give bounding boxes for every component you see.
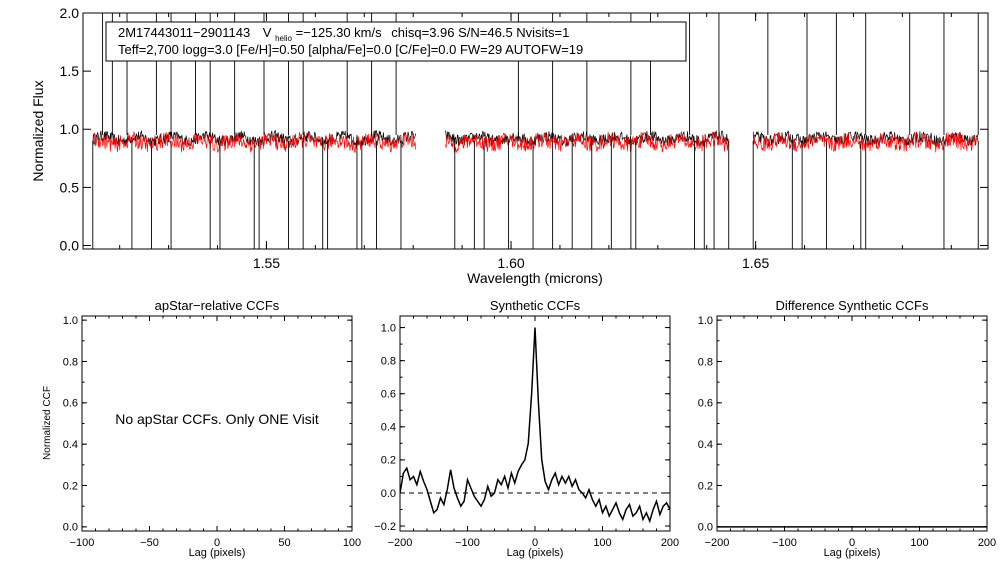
synthetic-ccf-title: Synthetic CCFs [490, 298, 581, 313]
y-tick-label: 1.0 [698, 315, 713, 327]
x-tick-label: 100 [910, 537, 928, 549]
y-tick-label: 0.5 [60, 179, 80, 195]
apstar-ccf-message: No apStar CCFs. Only ONE Visit [115, 411, 319, 427]
spectrum-panel: 1.55 1.60 1.65 0.0 0.5 1.0 1.5 2.0 Wavelength (… [30, 5, 989, 286]
y-tick-label: 0.0 [63, 522, 78, 534]
y-tick-label: 1.5 [60, 63, 80, 79]
difference-ccf-panel: Difference Synthetic CCFs −200 −100 0 100 20… [698, 298, 996, 559]
y-tick-label: 1.0 [381, 322, 396, 334]
star-id: 2M17443011−2901143 [118, 25, 250, 40]
y-tick-label: 1.0 [60, 121, 80, 137]
apstar-ccf-panel: apStar−relative CCFs −100 −50 0 50 100 0.0 0.2… [42, 298, 361, 559]
synthetic-ccf-panel: Synthetic CCFs −200 −100 0 100 200 −0.2 0.0 0.2… [374, 298, 679, 559]
x-tick-label: −200 [705, 537, 730, 549]
y-tick-label: 0.6 [698, 398, 713, 410]
x-tick-label: 200 [978, 537, 996, 549]
y-tick-label: 0.8 [698, 356, 713, 368]
apstar-ccf-xlabel: Lag (pixels) [189, 547, 246, 559]
y-tick-label: 0.2 [381, 455, 396, 467]
y-tick-label: 0.8 [63, 356, 78, 368]
x-tick-label: −50 [140, 537, 159, 549]
y-tick-label: 0.0 [60, 237, 80, 253]
x-tick-label: 50 [278, 537, 290, 549]
apstar-ccf-title: apStar−relative CCFs [155, 298, 280, 313]
annotation-line1: 2M17443011−2901143 V helio =−125.30 km/s… [118, 25, 569, 44]
spectrum-plot-frame [82, 12, 989, 250]
apstar-ccf-ylabel: Normalized CCF [42, 386, 53, 460]
x-tick-label: 100 [343, 537, 361, 549]
x-tick-label: −200 [388, 537, 413, 549]
y-tick-label: 0.4 [63, 439, 78, 451]
synthetic-ccf-line [400, 327, 670, 524]
x-tick-label: 1.60 [497, 255, 524, 271]
difference-ccf-title: Difference Synthetic CCFs [776, 298, 929, 313]
vhelio-subscript: helio [275, 34, 292, 43]
difference-ccf-xlabel: Lag (pixels) [824, 547, 881, 559]
x-tick-label: −100 [455, 537, 480, 549]
y-tick-label: 0.0 [698, 522, 713, 534]
y-tick-label: 0.4 [698, 439, 713, 451]
y-tick-label: 0.4 [381, 422, 396, 434]
x-tick-label: 100 [593, 537, 611, 549]
x-tick-label: −100 [70, 537, 95, 549]
spectrum-ylabel: Normalized Flux [30, 80, 46, 181]
fit-stats: chisq=3.96 S/N=46.5 Nvisits=1 [391, 25, 569, 40]
annotation-line2: Teff=2,700 logg=3.0 [Fe/H]=0.50 [alpha/F… [118, 42, 583, 57]
y-tick-label: 0.6 [63, 398, 78, 410]
x-tick-label: 0 [214, 537, 220, 549]
vhelio-label: V [263, 25, 272, 40]
x-tick-label: −100 [772, 537, 797, 549]
spectrum-xlabel: Wavelength (microns) [467, 270, 603, 286]
spectrum-annotation: 2M17443011−2901143 V helio =−125.30 km/s… [105, 21, 687, 62]
x-tick-label: 1.55 [253, 255, 280, 271]
y-tick-label: 0.2 [63, 480, 78, 492]
x-tick-label: 0 [532, 537, 538, 549]
y-tick-label: 0.8 [381, 356, 396, 368]
y-tick-label: 0.6 [381, 389, 396, 401]
y-tick-label: 2.0 [60, 5, 80, 21]
difference-ccf-frame [716, 315, 988, 532]
y-tick-label: −0.2 [374, 521, 396, 533]
x-tick-label: 200 [661, 537, 679, 549]
synthetic-ccf-xlabel: Lag (pixels) [507, 547, 564, 559]
x-tick-label: 1.65 [742, 255, 769, 271]
y-tick-label: 0.0 [381, 488, 396, 500]
synthetic-spectrum-line [444, 130, 729, 153]
vhelio-value: =−125.30 km/s [296, 25, 382, 40]
y-tick-label: 0.2 [698, 480, 713, 492]
x-tick-label: 0 [849, 537, 855, 549]
y-tick-label: 1.0 [63, 315, 78, 327]
annotation-box [105, 21, 687, 62]
